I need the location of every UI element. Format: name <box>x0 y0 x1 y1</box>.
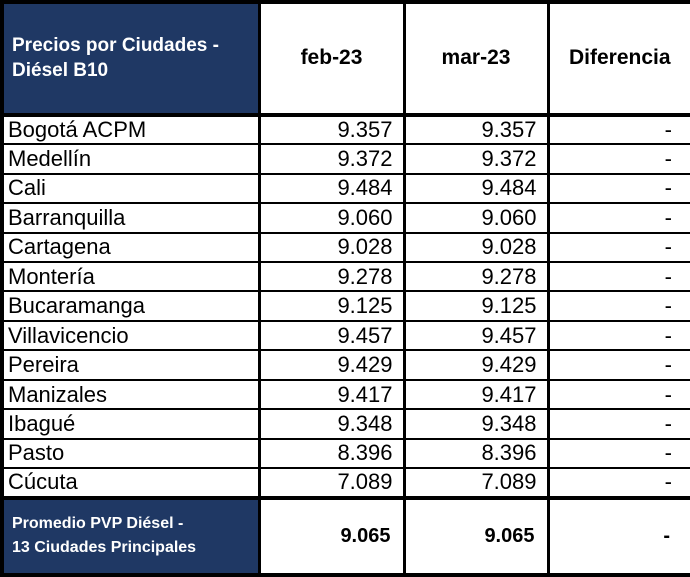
table-row-ibague: Ibagué 9.348 9.348 - <box>0 408 690 440</box>
feb-value: 9.417 <box>257 378 406 411</box>
footer-label-line2: 13 Ciudades Principales <box>12 539 197 557</box>
feb-value: 9.028 <box>257 231 406 264</box>
table-row-bogota: Bogotá ACPM 9.357 9.357 - <box>0 113 690 146</box>
diff-value: - <box>546 172 690 205</box>
table-footer-row: Promedio PVP Diésel - 13 Ciudades Princi… <box>0 495 690 577</box>
city-name: Ibagué <box>0 408 261 440</box>
mar-value: 9.278 <box>402 261 550 293</box>
feb-value: 7.089 <box>257 467 406 499</box>
city-name: Bucaramanga <box>0 290 261 322</box>
feb-value: 9.357 <box>257 113 406 146</box>
city-name: Montería <box>0 261 261 293</box>
city-name: Cartagena <box>0 231 261 264</box>
mar-value: 8.396 <box>402 437 550 470</box>
footer-diff-value: - <box>546 495 690 577</box>
column-header-mar-23: mar-23 <box>402 1 550 117</box>
city-name: Bogotá ACPM <box>0 113 261 146</box>
mar-value: 9.429 <box>402 349 550 381</box>
diff-value: - <box>546 202 690 234</box>
mar-value: 9.348 <box>402 408 550 440</box>
table-row-cali: Cali 9.484 9.484 - <box>0 172 690 205</box>
footer-label-cell: Promedio PVP Diésel - 13 Ciudades Princi… <box>0 495 261 577</box>
diff-value: - <box>546 437 690 470</box>
table-row-pasto: Pasto 8.396 8.396 - <box>0 437 690 470</box>
diff-value: - <box>546 113 690 146</box>
mar-value: 9.484 <box>402 172 550 205</box>
city-name: Medellín <box>0 143 261 175</box>
table-row-villavicencio: Villavicencio 9.457 9.457 - <box>0 319 690 352</box>
table-row-manizales: Manizales 9.417 9.417 - <box>0 378 690 411</box>
diff-value: - <box>546 319 690 352</box>
mar-value: 9.028 <box>402 231 550 264</box>
feb-value: 9.348 <box>257 408 406 440</box>
diff-value: - <box>546 143 690 175</box>
mar-value: 9.417 <box>402 378 550 411</box>
table-header-row: Precios por Ciudades - Diésel B10 feb-23… <box>0 1 690 117</box>
table-row-bucaramanga: Bucaramanga 9.125 9.125 - <box>0 290 690 322</box>
city-name: Cali <box>0 172 261 205</box>
table-row-barranquilla: Barranquilla 9.060 9.060 - <box>0 202 690 234</box>
diff-value: - <box>546 408 690 440</box>
diff-value: - <box>546 378 690 411</box>
mar-value: 9.372 <box>402 143 550 175</box>
city-name: Barranquilla <box>0 202 261 234</box>
table-row-cucuta: Cúcuta 7.089 7.089 - <box>0 467 690 499</box>
feb-value: 9.278 <box>257 261 406 293</box>
table-row-pereira: Pereira 9.429 9.429 - <box>0 349 690 381</box>
city-name: Cúcuta <box>0 467 261 499</box>
diff-value: - <box>546 261 690 293</box>
feb-value: 9.125 <box>257 290 406 322</box>
city-name: Pasto <box>0 437 261 470</box>
footer-feb-value: 9.065 <box>257 495 406 577</box>
diff-value: - <box>546 290 690 322</box>
feb-value: 8.396 <box>257 437 406 470</box>
table-title-cell: Precios por Ciudades - Diésel B10 <box>0 1 261 117</box>
feb-value: 9.457 <box>257 319 406 352</box>
mar-value: 9.060 <box>402 202 550 234</box>
table-row-monteria: Montería 9.278 9.278 - <box>0 261 690 293</box>
diff-value: - <box>546 467 690 499</box>
feb-value: 9.484 <box>257 172 406 205</box>
table-row-cartagena: Cartagena 9.028 9.028 - <box>0 231 690 264</box>
mar-value: 9.457 <box>402 319 550 352</box>
column-header-feb-23: feb-23 <box>257 1 406 117</box>
mar-value: 9.125 <box>402 290 550 322</box>
diff-value: - <box>546 349 690 381</box>
mar-value: 9.357 <box>402 113 550 146</box>
city-name: Pereira <box>0 349 261 381</box>
mar-value: 7.089 <box>402 467 550 499</box>
table-title-line1: Precios por Ciudades - <box>12 34 219 56</box>
feb-value: 9.060 <box>257 202 406 234</box>
city-name: Villavicencio <box>0 319 261 352</box>
feb-value: 9.429 <box>257 349 406 381</box>
footer-label-line1: Promedio PVP Diésel - <box>12 514 184 532</box>
table-row-medellin: Medellín 9.372 9.372 - <box>0 143 690 175</box>
diff-value: - <box>546 231 690 264</box>
footer-mar-value: 9.065 <box>402 495 550 577</box>
table-title-line2: Diésel B10 <box>12 60 109 82</box>
city-name: Manizales <box>0 378 261 411</box>
feb-value: 9.372 <box>257 143 406 175</box>
column-header-diferencia: Diferencia <box>546 1 690 117</box>
